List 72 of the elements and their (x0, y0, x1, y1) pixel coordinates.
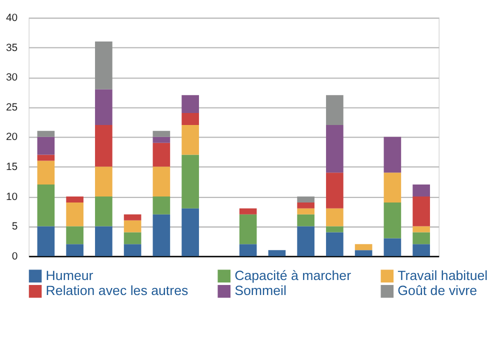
bar (412, 232, 430, 244)
bar (354, 250, 372, 256)
bar (182, 154, 199, 208)
y-tick-label: 10 (6, 192, 18, 203)
bar (384, 136, 402, 173)
bar (182, 113, 199, 125)
bar (152, 136, 170, 143)
bar (326, 208, 344, 226)
bar (124, 220, 142, 232)
bar (239, 244, 257, 256)
bar (37, 130, 55, 137)
bar (95, 89, 112, 125)
bar (326, 232, 344, 256)
bar (124, 244, 142, 256)
bar (384, 238, 402, 256)
y-tick-label: 0 (12, 251, 18, 262)
bar (354, 244, 372, 250)
bar (412, 244, 430, 256)
bar (95, 166, 112, 196)
bar (182, 124, 199, 155)
bar (37, 184, 55, 226)
legend-label: Goût de vivre (398, 283, 477, 298)
bar (297, 214, 314, 226)
bar (152, 130, 170, 137)
bar (326, 226, 344, 232)
bar (37, 136, 55, 155)
y-tick-label: 20 (6, 132, 18, 144)
bar (384, 172, 402, 202)
y-tick-label: 40 (6, 13, 18, 24)
bar (297, 196, 314, 202)
bar (66, 202, 84, 226)
bar (152, 166, 170, 196)
bar (152, 214, 170, 256)
bar (182, 208, 199, 256)
bar (152, 196, 170, 214)
bar (95, 124, 112, 167)
bar (95, 196, 112, 226)
bar (412, 184, 430, 196)
y-tick-label: 5 (12, 222, 18, 233)
bar (124, 214, 142, 220)
bar (326, 124, 344, 173)
bar (95, 42, 112, 90)
bar (326, 95, 344, 125)
bar (384, 202, 402, 238)
bar (66, 226, 84, 244)
y-tick-label: 15 (6, 162, 18, 174)
bar (297, 208, 314, 214)
legend-label: Humeur (46, 268, 94, 283)
legend-label: Capacité à marcher (234, 268, 352, 283)
bar (412, 196, 430, 226)
legend-label: Relation avec les autres (46, 283, 189, 298)
y-tick-label: 35 (6, 42, 18, 54)
bar (412, 226, 430, 232)
bar (239, 208, 257, 214)
bar (124, 232, 142, 244)
bar (37, 226, 55, 256)
legend-label: Travail habituel (398, 268, 488, 283)
bar (37, 160, 55, 185)
bar (66, 196, 84, 202)
legend-label: Sommeil (234, 283, 287, 298)
bar (37, 154, 55, 161)
bar (182, 95, 199, 114)
bar (268, 250, 286, 256)
bar (326, 172, 344, 208)
bar (297, 202, 314, 208)
bar (66, 244, 84, 256)
bar (95, 226, 112, 256)
bar (239, 214, 257, 244)
y-tick-label: 25 (6, 102, 18, 114)
bar (152, 142, 170, 167)
y-tick-label: 30 (6, 72, 18, 84)
bar (297, 226, 314, 256)
